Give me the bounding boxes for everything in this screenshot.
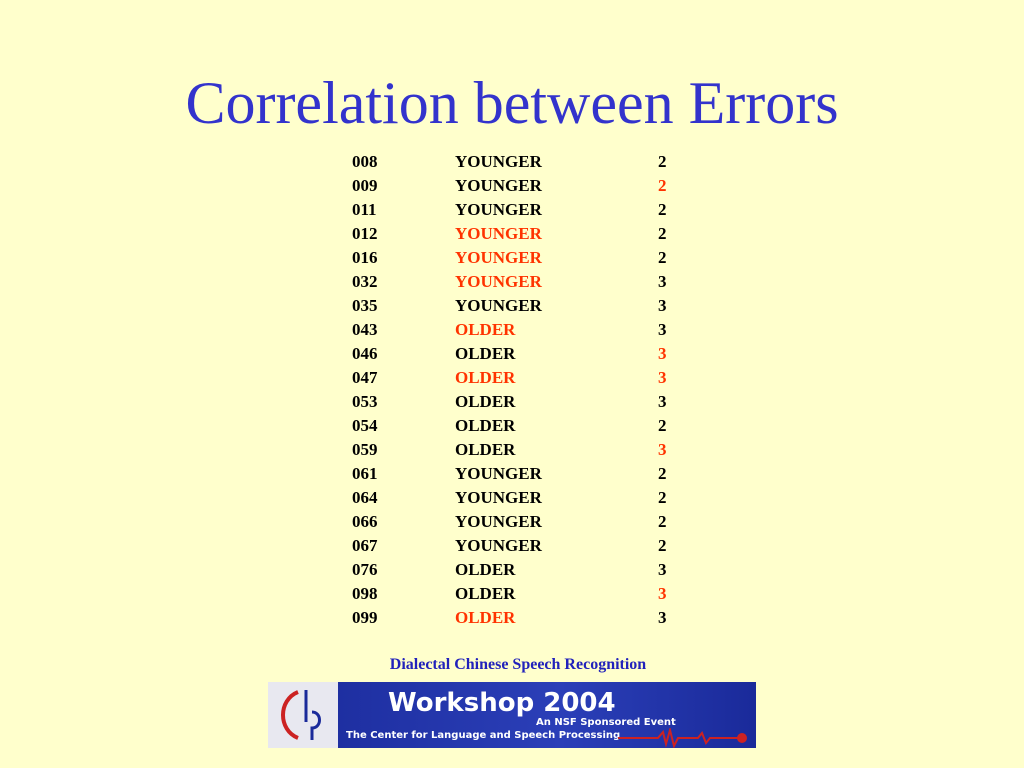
age-group: YOUNGER <box>455 224 542 243</box>
error-count: 2 <box>658 224 667 243</box>
row-id: 012 <box>352 224 378 243</box>
age-group: YOUNGER <box>455 176 542 195</box>
row-id: 016 <box>352 248 378 267</box>
row-id: 047 <box>352 368 378 387</box>
age-group: YOUNGER <box>455 296 542 315</box>
error-count: 2 <box>658 248 667 267</box>
row-id: 035 <box>352 296 378 315</box>
age-group: OLDER <box>455 608 516 627</box>
logo-arc <box>281 690 299 740</box>
row-id: 064 <box>352 488 378 507</box>
error-count: 2 <box>658 464 667 483</box>
age-group: OLDER <box>455 416 516 435</box>
banner: Workshop 2004 An NSF Sponsored Event The… <box>268 682 756 748</box>
footer-text: Dialectal Chinese Speech Recognition <box>389 656 647 673</box>
logo-bg <box>268 682 338 748</box>
waveform-dot <box>737 733 747 743</box>
error-count: 2 <box>658 416 667 435</box>
error-count: 3 <box>658 584 667 603</box>
waveform-line <box>618 728 738 748</box>
error-count: 3 <box>658 392 667 411</box>
banner-org: The Center for Language and Speech Proce… <box>346 730 621 741</box>
row-id: 098 <box>352 584 378 603</box>
age-group: OLDER <box>455 368 516 387</box>
error-count: 3 <box>658 272 667 291</box>
age-group: YOUNGER <box>455 248 542 267</box>
error-count: 3 <box>658 320 667 339</box>
error-count: 3 <box>658 344 667 363</box>
age-group: YOUNGER <box>455 464 542 483</box>
age-group: OLDER <box>455 344 516 363</box>
row-id: 067 <box>352 536 378 555</box>
age-group: YOUNGER <box>455 488 542 507</box>
banner-title: Workshop 2004 <box>388 688 616 718</box>
row-id: 076 <box>352 560 378 579</box>
row-id: 009 <box>352 176 378 195</box>
logo-letters <box>304 690 321 740</box>
age-group: YOUNGER <box>455 272 542 291</box>
age-group: YOUNGER <box>455 536 542 555</box>
slide-title: Correlation between Errors <box>185 70 839 136</box>
error-count: 3 <box>658 296 667 315</box>
error-count: 2 <box>658 512 667 531</box>
row-id: 043 <box>352 320 378 339</box>
error-count: 3 <box>658 560 667 579</box>
banner-subtitle: An NSF Sponsored Event <box>536 717 676 728</box>
row-id: 053 <box>352 392 378 411</box>
error-count: 2 <box>658 200 667 219</box>
age-group: YOUNGER <box>455 152 542 171</box>
error-count: 2 <box>658 176 667 195</box>
row-id: 046 <box>352 344 378 363</box>
age-group: OLDER <box>455 584 516 603</box>
age-group: OLDER <box>455 320 516 339</box>
error-count: 2 <box>658 488 667 507</box>
error-count: 3 <box>658 440 667 459</box>
row-id: 011 <box>352 200 377 219</box>
logo <box>268 682 338 748</box>
row-id: 066 <box>352 512 378 531</box>
age-group: YOUNGER <box>455 512 542 531</box>
age-group: OLDER <box>455 440 516 459</box>
age-group: YOUNGER <box>455 200 542 219</box>
row-id: 032 <box>352 272 378 291</box>
row-id: 061 <box>352 464 378 483</box>
row-id: 099 <box>352 608 378 627</box>
error-count: 2 <box>658 152 667 171</box>
error-count: 3 <box>658 608 667 627</box>
row-id: 059 <box>352 440 378 459</box>
error-count: 2 <box>658 536 667 555</box>
age-group: OLDER <box>455 560 516 579</box>
row-id: 054 <box>352 416 378 435</box>
waveform <box>618 728 747 748</box>
age-group: OLDER <box>455 392 516 411</box>
error-count: 3 <box>658 368 667 387</box>
row-id: 008 <box>352 152 378 171</box>
